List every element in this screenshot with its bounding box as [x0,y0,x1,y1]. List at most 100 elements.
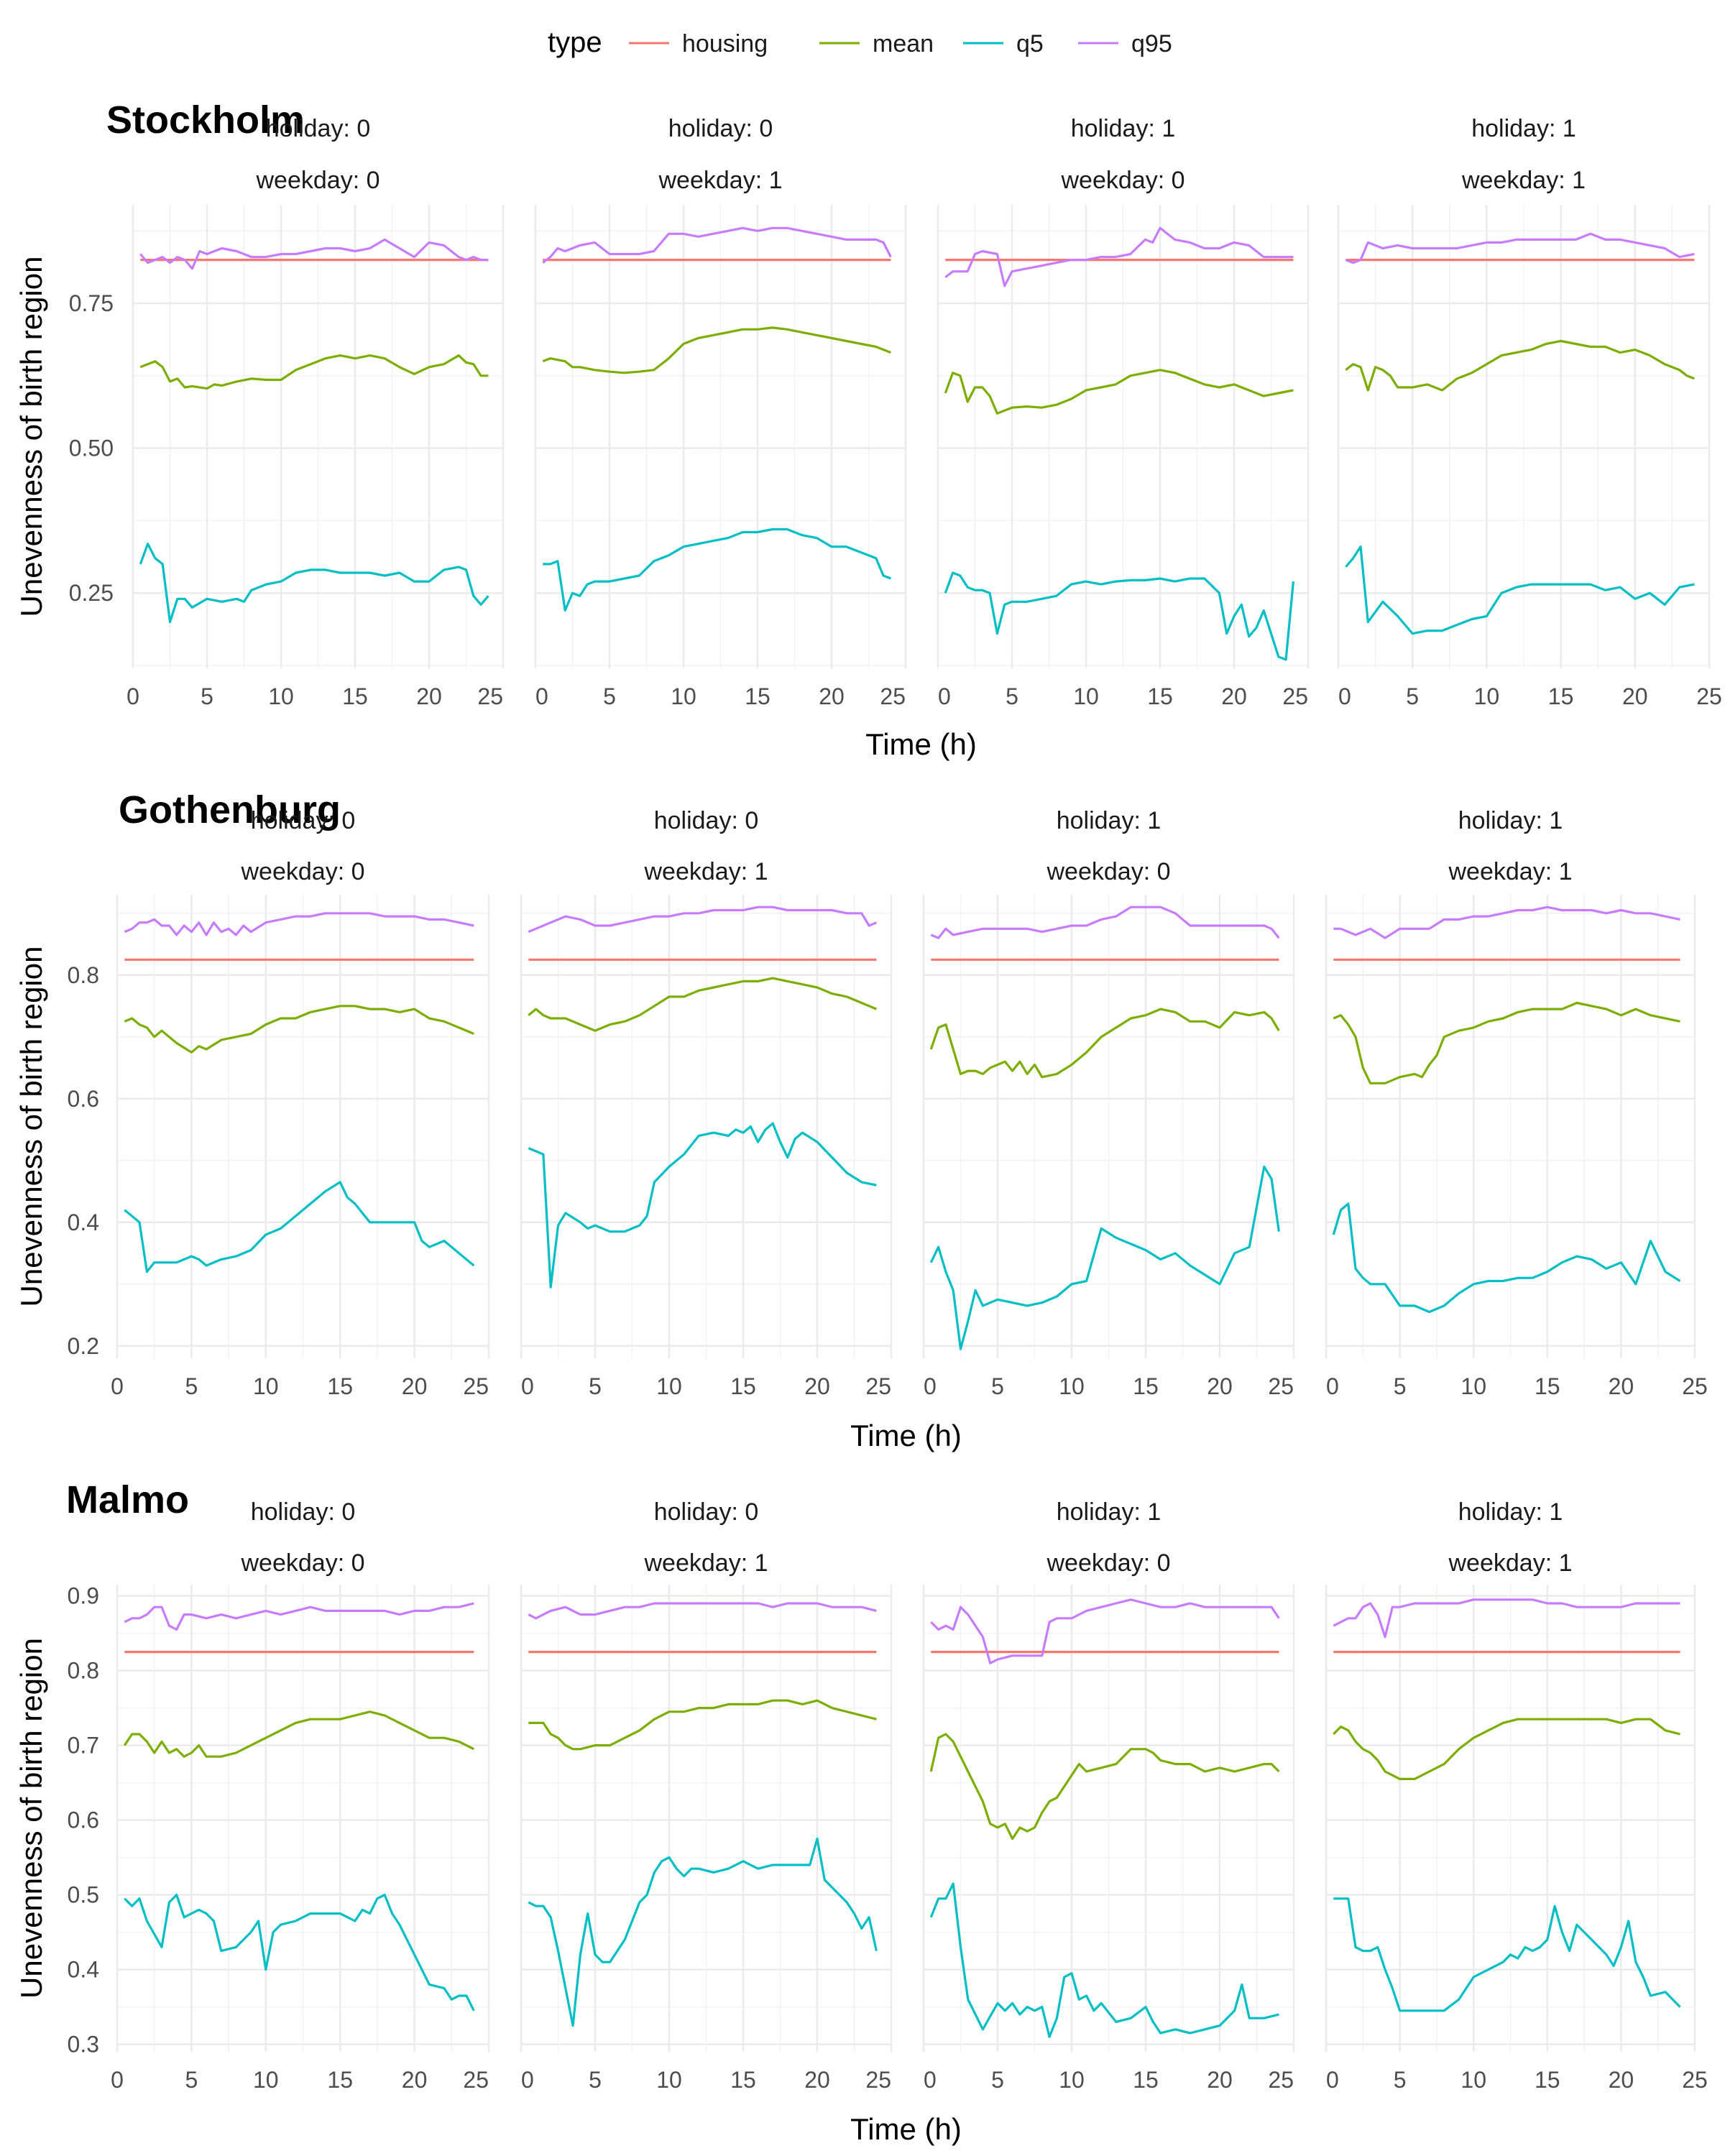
facet-strip-weekday: weekday: 0 [241,1549,365,1577]
y-axis-title: Unevenness of birth region [14,257,48,617]
y-tick-label: 0.75 [69,290,114,316]
facet-strip-holiday: holiday: 1 [1471,115,1576,142]
facet-panel: holiday: 0 weekday: 1 0 5 10 15 20 25 [520,807,893,1399]
x-tick-label: 25 [880,683,906,709]
facet-panel: holiday: 0 weekday: 0 0 5 10 15 20 25 [126,115,505,709]
x-tick-label: 25 [1282,683,1308,709]
x-tick-label: 15 [327,2067,353,2093]
x-tick-label: 15 [1548,683,1574,709]
series-line-mean [929,1733,1280,1841]
x-tick-label: 0 [126,683,139,709]
x-tick-label: 0 [521,1373,534,1399]
x-tick-label: 5 [1006,683,1018,709]
series-line-q95 [1345,232,1695,264]
facet-strip-weekday: weekday: 0 [241,858,365,885]
x-tick-label: 10 [1073,683,1099,709]
facet-strip-weekday: weekday: 1 [658,167,783,194]
facet-strip-holiday: holiday: 0 [668,115,773,142]
facet-strip-holiday: holiday: 0 [251,1498,356,1526]
city-title: Stockholm [106,98,305,142]
chart-panels: Stockholm Unevenness of birth region Time … [14,98,1722,2146]
facet-strip-holiday: holiday: 1 [1057,807,1162,834]
y-tick-label: 0.6 [68,1807,99,1833]
series-line-mean [528,1699,877,1751]
x-tick-label: 0 [535,683,548,709]
y-tick-label: 0.4 [68,1210,99,1235]
x-tick-label: 0 [924,2067,937,2093]
x-tick-label: 0 [1338,683,1351,709]
x-tick-label: 0 [521,2067,534,2093]
facet-strip-weekday: weekday: 1 [1448,858,1573,885]
legend-label-housing: housing [682,30,768,57]
x-tick-label: 0 [924,1373,937,1399]
facet-strip-holiday: holiday: 1 [1071,115,1176,142]
x-tick-label: 20 [804,2067,830,2093]
facet-strip-weekday: weekday: 1 [644,858,768,885]
facet-strip-weekday: weekday: 0 [1061,167,1185,194]
x-tick-label: 25 [1682,2067,1708,2093]
legend-label-q5: q5 [1016,30,1044,57]
series-line-q5 [528,1122,877,1289]
series-line-q5 [1332,1202,1681,1314]
x-tick-label: 10 [656,2067,682,2093]
x-tick-label: 0 [938,683,951,709]
facet-strip-holiday: holiday: 0 [251,807,356,834]
x-tick-label: 15 [1535,1373,1560,1399]
x-tick-label: 10 [671,683,696,709]
facet-strip-holiday: holiday: 0 [266,115,371,142]
facet-strip-weekday: weekday: 1 [644,1549,768,1577]
x-tick-label: 20 [1207,2067,1233,2093]
x-tick-label: 10 [1059,2067,1085,2093]
y-tick-label: 0.25 [69,580,114,606]
x-tick-label: 5 [1394,2067,1407,2093]
series-line-q95 [930,906,1280,939]
y-tick-label: 0.5 [68,1882,99,1908]
city-block-stockholm: Stockholm Unevenness of birth region Time … [14,98,1722,761]
facet-panel: holiday: 0 weekday: 1 0 5 10 15 20 25 [520,1498,893,2093]
legend: type housing mean q5 q95 [548,27,1172,58]
series-line-q5 [929,1165,1280,1350]
series-line-q95 [528,1602,877,1620]
x-tick-label: 25 [1682,1373,1708,1399]
x-tick-label: 25 [1268,2067,1294,2093]
series-line-q95 [139,238,489,270]
series-line-q95 [124,1602,474,1631]
x-tick-label: 20 [819,683,845,709]
series-line-mean [944,369,1294,415]
x-tick-label: 25 [477,683,503,709]
series-line-q95 [944,226,1294,287]
city-block-malmo: Malmo Unevenness of birth region Time (h) 0… [14,1478,1708,2146]
x-tick-label: 20 [416,683,442,709]
series-line-mean [123,1710,475,1758]
x-tick-label: 5 [201,683,213,709]
x-tick-label: 10 [656,1373,682,1399]
series-line-q5 [124,1181,475,1273]
facet-strip-holiday: holiday: 0 [654,1498,759,1526]
series-line-mean [139,354,489,390]
series-line-q5 [543,528,891,612]
x-tick-label: 20 [1622,683,1648,709]
x-tick-label: 20 [1207,1373,1233,1399]
y-tick-label: 0.8 [68,1658,99,1684]
y-axis-title: Unevenness of birth region [14,1638,48,1999]
x-tick-label: 10 [253,1373,279,1399]
series-line-q95 [930,1598,1280,1664]
facet-strip-holiday: holiday: 0 [654,807,759,834]
x-tick-label: 5 [603,683,616,709]
x-tick-label: 20 [1221,683,1247,709]
x-tick-label: 20 [1609,1373,1634,1399]
y-tick-label: 0.3 [68,2032,99,2058]
series-line-q5 [139,543,489,624]
legend-label-q95: q95 [1131,30,1172,57]
series-line-q5 [1333,1897,1681,2012]
x-tick-label: 20 [1609,2067,1634,2093]
x-tick-label: 5 [1406,683,1419,709]
y-tick-label: 0.9 [68,1583,99,1609]
series-line-mean [1333,1718,1680,1780]
x-tick-label: 15 [1535,2067,1560,2093]
series-line-q95 [1333,1598,1680,1639]
series-line-mean [929,1008,1280,1079]
facet-panel: holiday: 0 weekday: 0 0 5 10 15 20 25 [111,1498,490,2093]
series-line-mean [542,326,891,374]
x-tick-label: 10 [1460,1373,1486,1399]
